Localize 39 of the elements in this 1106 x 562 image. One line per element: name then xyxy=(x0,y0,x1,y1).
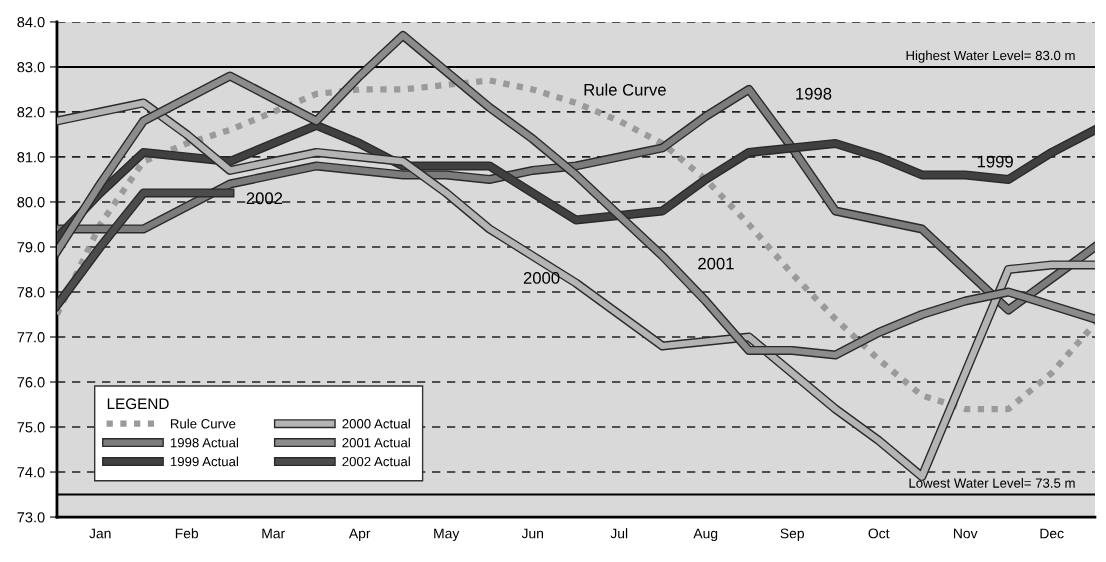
legend-label: 1998 Actual xyxy=(170,437,238,448)
legend-label: 2001 Actual xyxy=(342,437,410,448)
x-tick-label: Jan xyxy=(89,528,111,539)
y-tick-label: 78.0 xyxy=(17,287,45,298)
y-tick-label: 80.0 xyxy=(17,197,45,208)
y-tick-label: 83.0 xyxy=(17,62,45,73)
legend-title: LEGEND xyxy=(107,398,169,410)
x-tick-label: Sep xyxy=(780,528,804,542)
annotation: 2001 xyxy=(698,257,734,270)
y-tick-label: 84.0 xyxy=(17,17,45,28)
ref-line-label: Highest Water Level= 83.0 m xyxy=(906,50,1075,63)
y-tick-label: 79.0 xyxy=(17,242,45,253)
x-tick-label: Jun xyxy=(521,528,543,539)
y-tick-label: 81.0 xyxy=(17,152,45,163)
x-tick-label: Oct xyxy=(868,528,890,539)
annotation: 2000 xyxy=(523,272,560,284)
x-tick-label: Aug xyxy=(693,528,718,542)
x-tick-label: Nov xyxy=(953,528,978,539)
legend-label: Rule Curve xyxy=(170,418,236,429)
x-tick-label: Dec xyxy=(1040,528,1064,539)
x-tick-label: Mar xyxy=(262,528,285,539)
legend-label: 2002 Actual xyxy=(342,456,410,467)
annotation: 1999 xyxy=(977,155,1013,168)
ref-line-label: Lowest Water Level= 73.5 m xyxy=(909,478,1075,488)
annotation: 1998 xyxy=(796,87,832,100)
y-tick-label: 73.0 xyxy=(17,512,45,523)
y-tick-label: 74.0 xyxy=(17,467,45,478)
y-tick-label: 82.0 xyxy=(17,107,45,118)
annotation: Rule Curve xyxy=(584,83,666,96)
x-tick-label: Feb xyxy=(175,528,199,539)
legend-label: 1999 Actual xyxy=(170,456,238,467)
x-tick-label: Apr xyxy=(348,528,371,542)
legend-label: 2000 Actual xyxy=(342,418,410,429)
annotation: 2002 xyxy=(246,192,283,205)
y-tick-label: 76.0 xyxy=(17,377,45,388)
x-tick-label: May xyxy=(434,528,460,542)
x-tick-label: Jul xyxy=(610,528,628,539)
y-tick-label: 77.0 xyxy=(17,332,45,343)
y-tick-label: 75.0 xyxy=(17,422,45,433)
